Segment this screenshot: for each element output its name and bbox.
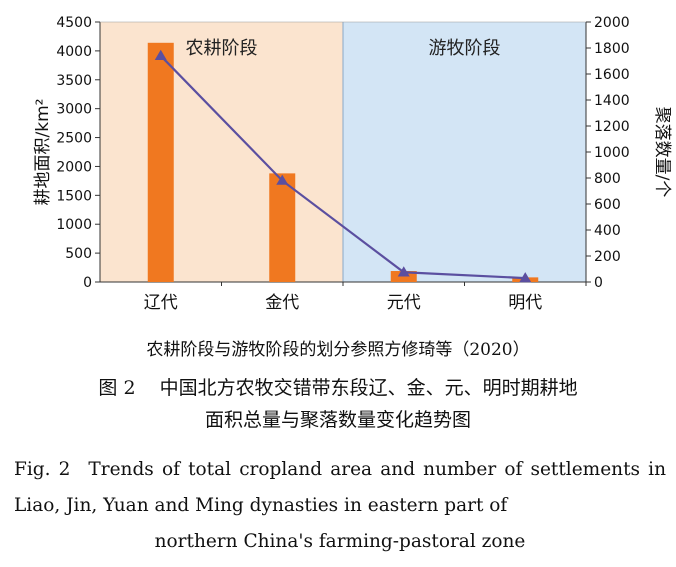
bar-1 bbox=[147, 42, 174, 282]
y-axis-right-title: 聚落数量/个 bbox=[652, 107, 672, 198]
figure-number-cn: 图 2 bbox=[98, 377, 136, 399]
right-tick-label: 0 bbox=[594, 275, 603, 291]
left-tick-label: 1500 bbox=[56, 188, 92, 204]
left-tick-label: 3500 bbox=[56, 73, 92, 89]
caption-en-line2: northern China's farming-pastoral zone bbox=[154, 531, 526, 552]
caption-cn-line2: 面积总量与聚落数量变化趋势图 bbox=[204, 409, 471, 431]
bar-line-chart: 农耕阶段 游牧阶段05001000150020002500300035004000… bbox=[33, 15, 672, 313]
settlement-line bbox=[159, 55, 526, 280]
left-tick-label: 500 bbox=[65, 246, 92, 262]
line-marker-3 bbox=[397, 266, 410, 277]
bar-2 bbox=[269, 173, 296, 282]
line-marker-2 bbox=[276, 174, 289, 185]
left-tick-label: 4000 bbox=[56, 44, 92, 60]
x-tick-label: 金代 bbox=[265, 293, 299, 313]
right-tick-label: 600 bbox=[594, 197, 621, 213]
x-tick-label: 元代 bbox=[387, 293, 421, 313]
phase-note: 农耕阶段与游牧阶段的划分参照方修琦等（2020） bbox=[146, 340, 530, 360]
bar-3 bbox=[390, 271, 417, 282]
right-tick-label: 1600 bbox=[594, 67, 630, 83]
right-tick-label: 800 bbox=[594, 171, 621, 187]
caption-cn-line1: 中国北方农牧交错带东段辽、金、元、明时期耕地 bbox=[159, 377, 578, 399]
figure-caption-en: Fig. 2 Trends of total cropland area and … bbox=[14, 452, 666, 560]
line-marker-1 bbox=[154, 49, 167, 60]
left-tick-label: 2000 bbox=[56, 159, 92, 175]
y-axis-left-title: 耕地面积/km² bbox=[33, 99, 53, 206]
phase-band-2 bbox=[343, 22, 586, 282]
right-tick-label: 1800 bbox=[594, 41, 630, 57]
left-tick-label: 2500 bbox=[56, 131, 92, 147]
left-tick-label: 3000 bbox=[56, 102, 92, 118]
phase-band-1 bbox=[100, 22, 343, 282]
left-tick-label: 4500 bbox=[56, 15, 92, 31]
line-marker-4 bbox=[519, 272, 532, 283]
left-tick-label: 1000 bbox=[56, 217, 92, 233]
x-tick-label: 明代 bbox=[508, 293, 542, 313]
figure-caption-cn: 图 2 中国北方农牧交错带东段辽、金、元、明时期耕地 面积总量与聚落数量变化趋势图 bbox=[0, 372, 676, 436]
right-tick-label: 400 bbox=[594, 223, 621, 239]
right-tick-label: 1000 bbox=[594, 145, 630, 161]
phase-label-2: 游牧阶段 bbox=[429, 38, 501, 59]
caption-en-line1: Trends of total cropland area and number… bbox=[14, 459, 666, 516]
right-tick-label: 1200 bbox=[594, 119, 630, 135]
left-tick-label: 0 bbox=[83, 275, 92, 291]
right-tick-label: 2000 bbox=[594, 15, 630, 31]
right-tick-label: 1400 bbox=[594, 93, 630, 109]
right-tick-label: 200 bbox=[594, 249, 621, 265]
figure-number-en: Fig. 2 bbox=[14, 459, 71, 480]
x-tick-label: 辽代 bbox=[144, 293, 178, 313]
phase-label-1: 农耕阶段 bbox=[186, 38, 258, 59]
